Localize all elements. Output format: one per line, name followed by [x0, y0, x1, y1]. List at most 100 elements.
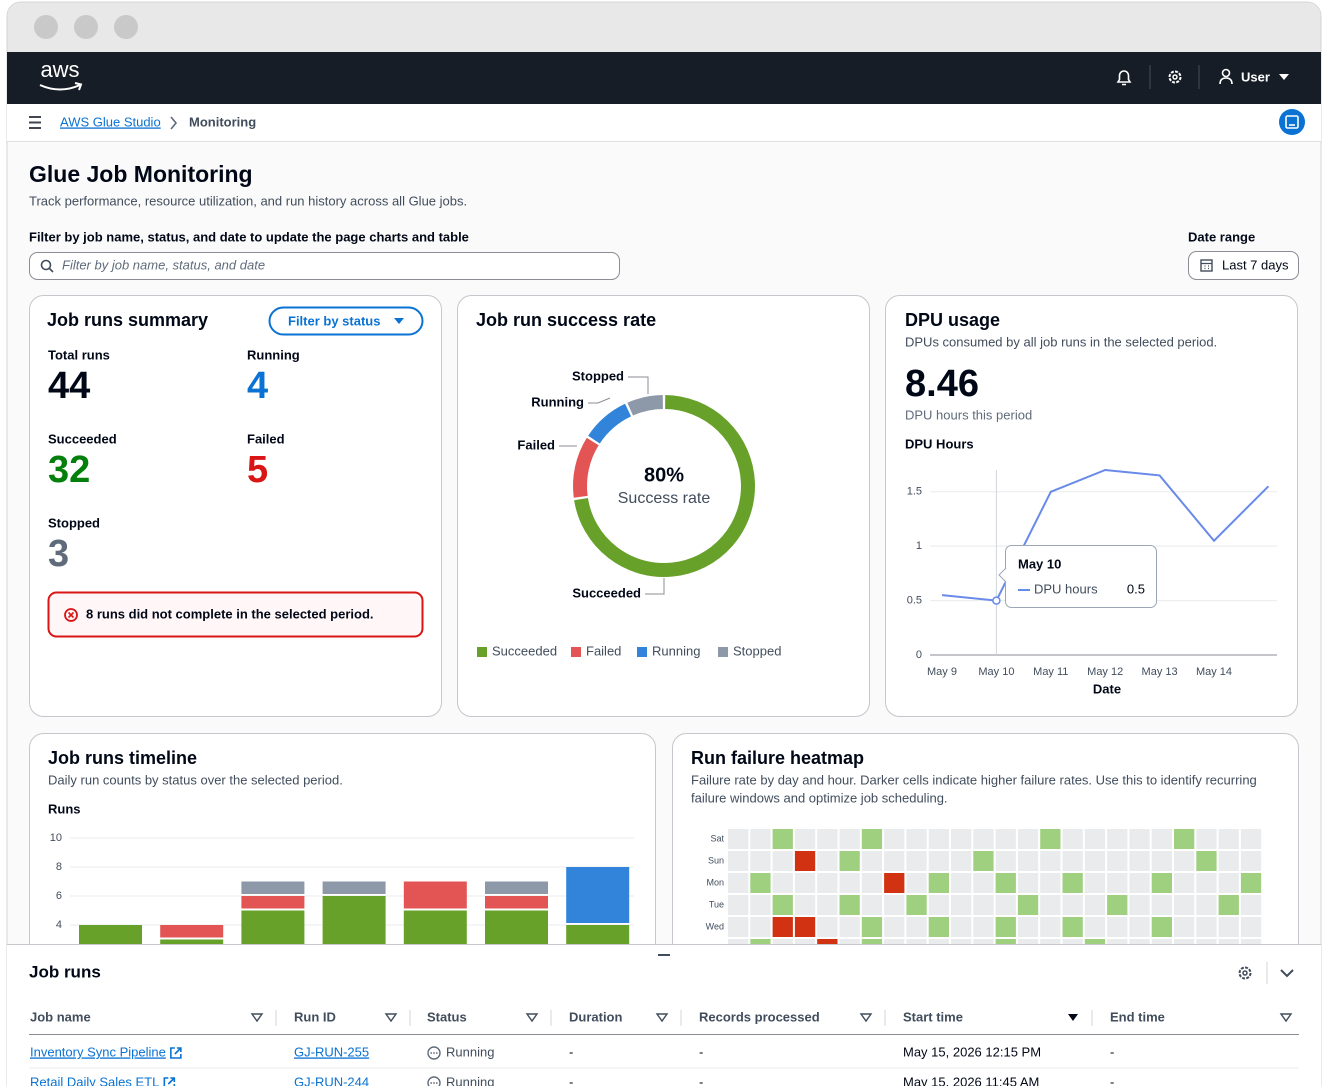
window-control[interactable]	[114, 15, 138, 39]
date-range-button[interactable]	[1188, 251, 1299, 280]
card-subtitle: Daily run counts by status over the sele…	[48, 772, 343, 787]
collapse-icon[interactable]	[1280, 969, 1294, 978]
heatmap-cell	[728, 895, 749, 915]
column-header[interactable]: Start time	[903, 1009, 963, 1024]
status-icon	[427, 1076, 441, 1086]
chart-title: Runs	[48, 801, 81, 816]
legend-label: Failed	[586, 643, 621, 658]
card	[457, 295, 870, 717]
filter-input[interactable]	[29, 252, 620, 280]
stat-label: Failed	[247, 431, 285, 446]
user-menu-caret	[1279, 74, 1289, 80]
donut-segment	[573, 437, 599, 498]
heatmap-cell	[928, 829, 949, 849]
logo[interactable]: aws	[40, 57, 79, 82]
panel-toggle[interactable]	[1279, 109, 1305, 135]
split-panel	[7, 944, 1321, 1086]
user-menu[interactable]: User	[1241, 69, 1270, 84]
heatmap-cell	[1151, 829, 1172, 849]
filter-status-button[interactable]	[268, 306, 424, 336]
column-sort-icon[interactable]	[384, 1013, 398, 1023]
heatmap-cell	[1196, 873, 1217, 893]
top-nav	[7, 52, 1321, 104]
filter-placeholder: Filter by job name, status, and date	[62, 257, 265, 272]
column-header[interactable]: Status	[427, 1009, 467, 1024]
heatmap-cell	[884, 851, 905, 871]
tooltip	[1005, 545, 1157, 608]
card-title: Job runs summary	[47, 310, 208, 330]
heatmap-cell	[794, 873, 816, 893]
heatmap-cell	[906, 895, 927, 915]
kpi-value: 8.46	[905, 363, 979, 405]
breadcrumb-link[interactable]: AWS Glue Studio	[60, 114, 161, 129]
heatmap-cell	[1151, 873, 1172, 893]
table-cell: -	[699, 1074, 703, 1086]
table-cell: -	[569, 1074, 573, 1086]
column-header[interactable]: Run ID	[294, 1009, 336, 1024]
stat-label: Stopped	[48, 515, 100, 530]
bar-segment	[160, 925, 224, 938]
heatmap-cell	[1151, 895, 1172, 915]
heatmap-cell	[1017, 829, 1039, 849]
stat-value: 5	[247, 449, 268, 491]
heatmap-cell	[817, 851, 838, 871]
window-control[interactable]	[74, 15, 98, 39]
heatmap-cell	[772, 873, 793, 893]
stat-label: Total runs	[48, 347, 110, 362]
heatmap-cell	[1218, 829, 1239, 849]
heatmap-cell	[1240, 895, 1262, 915]
heatmap-cell	[1107, 895, 1128, 915]
donut-label: Succeeded	[572, 585, 641, 600]
window-titlebar-base	[7, 30, 1321, 52]
donut-center-label: Success rate	[618, 490, 711, 507]
dropdown-caret	[394, 318, 404, 324]
column-header[interactable]: Records processed	[699, 1009, 820, 1024]
status-icon-dot	[435, 1082, 438, 1084]
notifications-icon[interactable]	[1116, 70, 1132, 86]
card-description: failure windows and optimize job schedul…	[691, 790, 948, 805]
y-tick-label: 4	[56, 919, 62, 931]
heatmap-cell	[973, 917, 994, 937]
heatmap-cell	[728, 917, 749, 937]
column-header[interactable]: End time	[1110, 1009, 1165, 1024]
status-icon-dot	[433, 1052, 435, 1054]
heatmap-cell	[951, 829, 972, 849]
heatmap-cell	[1129, 917, 1150, 937]
row-label: Sat	[710, 833, 724, 843]
legend-label: Succeeded	[492, 643, 557, 658]
settings-icon[interactable]	[1168, 70, 1182, 84]
page-description: Track performance, resource utilization,…	[29, 193, 467, 208]
job-link[interactable]: Inventory Sync Pipeline	[30, 1044, 166, 1059]
table-cell: May 15, 2026 12:15 PM	[903, 1044, 1041, 1059]
heatmap-cell	[1174, 851, 1195, 871]
x-tick-label: May 12	[1087, 666, 1123, 678]
table-settings[interactable]	[1238, 966, 1252, 980]
table-cell: -	[1110, 1044, 1114, 1059]
heatmap-cell	[750, 895, 771, 915]
heatmap-cell	[884, 873, 905, 893]
card-title: Job run success rate	[476, 310, 656, 330]
x-tick-label: May 13	[1142, 666, 1178, 678]
column-sort-icon[interactable]	[250, 1013, 264, 1023]
heatmap-cell	[906, 917, 927, 937]
job-link[interactable]: Retail Daily Sales ETL	[30, 1074, 159, 1086]
column-sort-icon[interactable]	[1068, 1014, 1078, 1021]
status-icon-dot	[435, 1052, 438, 1054]
breadcrumb-separator	[170, 116, 178, 130]
column-sort-icon[interactable]	[655, 1013, 669, 1023]
stat-label: Running	[247, 347, 300, 362]
heatmap-cell	[1196, 917, 1217, 937]
column-sort-icon[interactable]	[525, 1013, 539, 1023]
heatmap-cell	[839, 851, 860, 871]
run-id-link[interactable]: GJ-RUN-244	[294, 1074, 369, 1086]
column-header[interactable]: Job name	[30, 1009, 91, 1024]
row-label: Sun	[708, 855, 724, 865]
window-control[interactable]	[34, 15, 58, 39]
column-header[interactable]: Duration	[569, 1009, 623, 1024]
heatmap-cell	[839, 829, 860, 849]
heatmap-cell	[1062, 917, 1083, 937]
column-sort-icon[interactable]	[1279, 1013, 1293, 1023]
column-sort-icon[interactable]	[859, 1013, 873, 1023]
run-id-link[interactable]: GJ-RUN-255	[294, 1044, 369, 1059]
chart-title: DPU Hours	[905, 436, 974, 451]
